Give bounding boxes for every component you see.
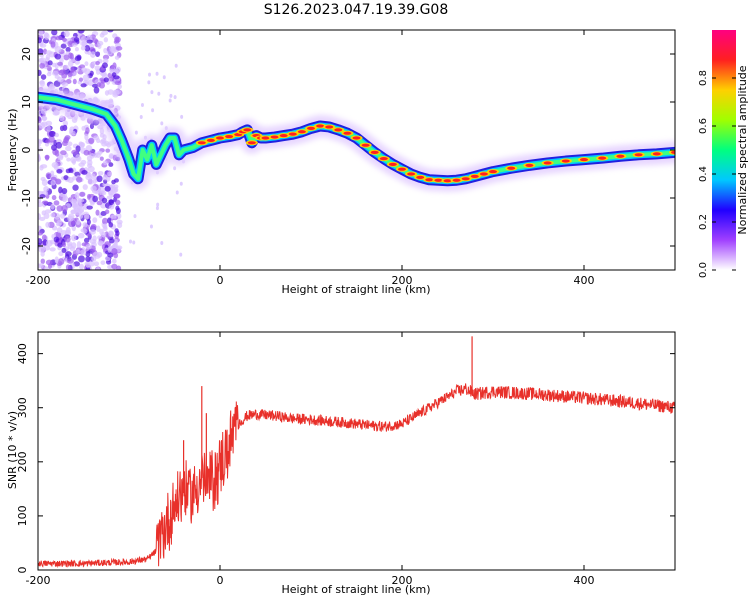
x-tick-label: -200 [26,574,51,587]
spectrogram-xlabel: Height of straight line (km) [281,283,430,296]
spectrogram-ticks: -200 0 200 400 -20 -10 0 10 20 [20,30,675,287]
colorbar-gradient [712,30,736,270]
snr-frame [37,331,676,571]
spectrogram-ylabel: Frequency (Hz) [6,109,19,192]
spectrogram-panel: -200 0 200 400 -20 -10 0 10 20 Height of straigh… [6,29,676,296]
snr-plot-area [38,336,675,568]
snr-series-line [38,383,675,568]
figure-title: S126.2023.047.19.39.G08 [264,2,449,18]
x-tick-label: 0 [217,274,224,287]
x-tick-label: 400 [574,274,595,287]
colorbar-tick-label: 0.4 [698,166,709,182]
colorbar-ticks: 0.0 0.2 0.4 0.6 0.8 [698,70,736,278]
colorbar-tick-label: 0.0 [698,262,709,278]
x-tick-label: 0 [217,574,224,587]
colorbar-tick-label: 0.2 [698,214,709,230]
y-tick-label: -20 [20,237,33,255]
y-tick-label: 200 [16,451,29,472]
colorbar: 0.0 0.2 0.4 0.6 0.8 Normalized spectral ampl… [698,30,749,278]
y-tick-label: 400 [16,343,29,364]
spectral-ridge [38,86,675,192]
y-tick-label: 10 [20,95,33,109]
spectrogram-plot-area [38,30,675,270]
colorbar-tick-label: 0.8 [698,70,709,86]
y-tick-label: 0 [16,567,29,574]
x-tick-label: 200 [392,274,413,287]
colorbar-tick-label: 0.6 [698,118,709,134]
snr-ylabel: SNR (10 * v/v) [6,411,19,489]
snr-xlabel: Height of straight line (km) [281,583,430,596]
noise-region [38,30,185,270]
y-tick-label: 100 [16,505,29,526]
y-tick-label: 0 [20,147,33,154]
x-tick-label: 200 [392,574,413,587]
y-tick-label: 20 [20,47,33,61]
x-tick-label: 400 [574,574,595,587]
y-tick-label: 300 [16,397,29,418]
colorbar-label: Normalized spectral amplitude [736,65,749,234]
y-tick-label: -10 [20,189,33,207]
x-tick-label: -200 [26,274,51,287]
